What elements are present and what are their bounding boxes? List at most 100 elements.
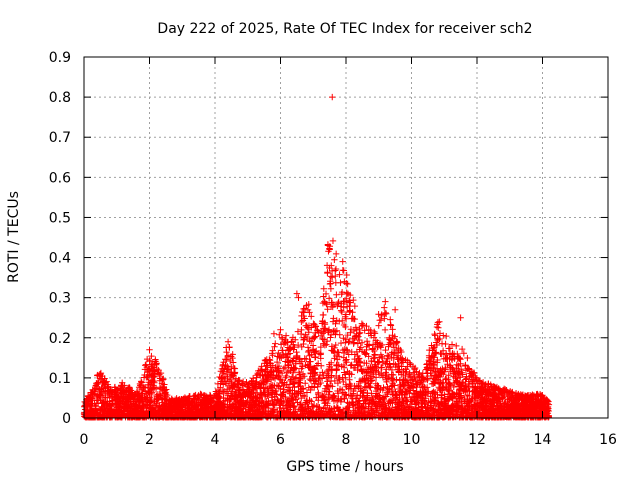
data-point bbox=[290, 380, 297, 387]
chart-title: Day 222 of 2025, Rate Of TEC Index for r… bbox=[157, 21, 532, 37]
data-point bbox=[146, 365, 154, 372]
data-point bbox=[84, 393, 92, 400]
data-point bbox=[407, 396, 414, 404]
data-point bbox=[290, 346, 297, 353]
data-point bbox=[385, 373, 393, 381]
data-point bbox=[346, 338, 353, 345]
data-point bbox=[413, 383, 420, 391]
data-point bbox=[474, 413, 481, 420]
data-point bbox=[340, 395, 348, 402]
data-point bbox=[290, 402, 297, 410]
data-point bbox=[462, 361, 469, 369]
data-point bbox=[381, 405, 388, 412]
data-point bbox=[125, 395, 132, 403]
data-point bbox=[276, 331, 283, 338]
data-point bbox=[335, 406, 342, 414]
data-point bbox=[105, 387, 113, 394]
data-point bbox=[423, 384, 431, 391]
data-point bbox=[391, 333, 398, 340]
data-point bbox=[209, 398, 216, 405]
data-point bbox=[193, 408, 201, 415]
data-point bbox=[311, 329, 319, 337]
data-point bbox=[223, 366, 230, 373]
data-point bbox=[422, 407, 430, 414]
data-point bbox=[316, 374, 323, 382]
data-point bbox=[389, 396, 397, 404]
data-point bbox=[316, 404, 323, 411]
data-point bbox=[295, 406, 303, 413]
data-point bbox=[359, 392, 366, 400]
data-point bbox=[273, 399, 280, 407]
data-point bbox=[411, 364, 419, 372]
data-point bbox=[265, 404, 272, 412]
data-point bbox=[429, 375, 437, 382]
data-point bbox=[320, 293, 327, 300]
data-point bbox=[478, 380, 486, 388]
data-point bbox=[85, 394, 93, 401]
data-point bbox=[428, 380, 436, 388]
data-point bbox=[297, 388, 304, 395]
data-point bbox=[393, 409, 401, 416]
data-point bbox=[466, 398, 474, 405]
data-point bbox=[94, 372, 101, 379]
data-point bbox=[106, 408, 113, 416]
data-point bbox=[283, 354, 291, 361]
data-point bbox=[342, 374, 349, 381]
data-point bbox=[431, 379, 439, 386]
data-point bbox=[436, 335, 443, 343]
data-point bbox=[459, 383, 467, 390]
data-point bbox=[217, 401, 225, 409]
data-point bbox=[144, 369, 151, 376]
data-point bbox=[332, 397, 340, 404]
data-point bbox=[229, 359, 237, 366]
data-point bbox=[436, 330, 444, 337]
data-point bbox=[280, 386, 288, 393]
data-point bbox=[232, 375, 240, 382]
data-point bbox=[393, 376, 400, 383]
data-point bbox=[356, 336, 363, 344]
data-point bbox=[328, 367, 336, 374]
data-point bbox=[381, 393, 389, 400]
data-point bbox=[279, 390, 286, 398]
data-point bbox=[455, 399, 463, 407]
data-point bbox=[230, 365, 238, 372]
data-point bbox=[347, 326, 355, 333]
data-point bbox=[431, 330, 438, 338]
data-point bbox=[151, 364, 158, 371]
data-point bbox=[111, 387, 119, 394]
data-point bbox=[333, 366, 340, 373]
data-point bbox=[406, 390, 413, 397]
data-point bbox=[407, 361, 414, 368]
data-point bbox=[371, 401, 379, 409]
data-point bbox=[174, 403, 182, 410]
data-point bbox=[99, 392, 107, 400]
data-point bbox=[339, 346, 347, 354]
data-point bbox=[282, 332, 290, 339]
data-point bbox=[253, 389, 261, 396]
data-point bbox=[337, 303, 345, 310]
data-point bbox=[399, 380, 406, 388]
data-point bbox=[287, 367, 294, 374]
data-point bbox=[380, 406, 387, 413]
data-point bbox=[319, 299, 327, 307]
data-point bbox=[398, 348, 405, 356]
data-point bbox=[239, 391, 247, 398]
data-point bbox=[507, 394, 514, 402]
data-point bbox=[466, 366, 473, 373]
data-point bbox=[346, 376, 353, 383]
data-point bbox=[338, 363, 345, 370]
data-point bbox=[424, 375, 431, 382]
data-point bbox=[350, 401, 357, 408]
data-point bbox=[270, 374, 277, 381]
data-point bbox=[535, 393, 542, 400]
data-point bbox=[370, 347, 378, 355]
data-point bbox=[351, 355, 358, 363]
data-point bbox=[406, 411, 414, 419]
data-point bbox=[399, 355, 406, 362]
data-point bbox=[205, 407, 212, 415]
data-point bbox=[367, 365, 374, 372]
data-point bbox=[513, 394, 521, 401]
data-point bbox=[342, 313, 349, 320]
data-point bbox=[206, 391, 214, 399]
data-point bbox=[125, 384, 133, 391]
